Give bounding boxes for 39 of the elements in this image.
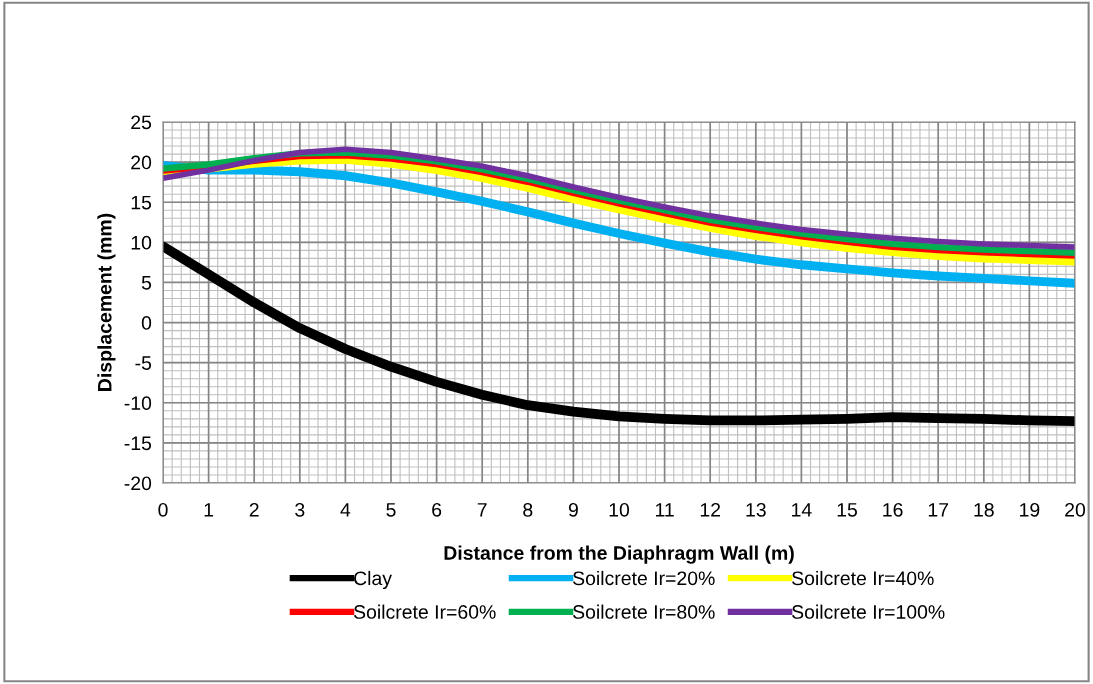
- x-tick-label: 6: [432, 502, 442, 517]
- x-tick-label: 18: [974, 502, 994, 517]
- x-tick-label: 0: [158, 502, 168, 517]
- x-tick-label: 1: [204, 503, 214, 517]
- x-tick-label: 4: [340, 503, 351, 517]
- legend-label: Soilcrete Ir=100%: [792, 604, 945, 619]
- legend-label: Soilcrete Ir=40%: [792, 570, 934, 586]
- y-tick-label: 0: [141, 316, 152, 330]
- x-tick-label: 9: [568, 502, 578, 517]
- x-tick-label: 14: [792, 503, 812, 517]
- x-tick-label: 17: [928, 503, 949, 517]
- legend-label: Soilcrete Ir=80%: [573, 604, 715, 619]
- x-tick-label: 12: [700, 502, 721, 517]
- x-tick-label: 3: [295, 502, 305, 517]
- x-tick-label: 7: [477, 503, 487, 517]
- y-tick-label: -10: [124, 396, 152, 411]
- x-tick-label: 2: [249, 502, 259, 517]
- x-tick-label: 10: [609, 502, 630, 517]
- y-tick-label: 15: [131, 195, 152, 210]
- y-tick-label: -20: [124, 476, 152, 491]
- x-tick-label: 8: [523, 502, 533, 517]
- y-tick-label: 10: [131, 235, 152, 250]
- y-axis-title: Displacement (mm): [97, 213, 116, 391]
- y-tick-label: -5: [135, 356, 152, 370]
- legend-label: Clay: [354, 570, 392, 590]
- x-tick-label: 16: [883, 502, 903, 517]
- y-tick-label: 20: [131, 155, 152, 170]
- y-tick-label: -15: [124, 436, 152, 451]
- x-axis-title: Distance from the Diaphragm Wall (m): [444, 545, 794, 564]
- y-tick-label: 5: [141, 276, 152, 290]
- x-tick-label: 19: [1020, 502, 1040, 517]
- y-tick-label: 25: [131, 115, 152, 130]
- x-tick-label: 5: [386, 503, 396, 517]
- x-tick-label: 15: [837, 503, 857, 517]
- x-tick-label: 11: [655, 503, 674, 517]
- x-tick-label: 20: [1065, 502, 1086, 517]
- x-tick-label: 13: [746, 502, 766, 517]
- legend-label: Soilcrete Ir=60%: [353, 604, 496, 619]
- legend-label: Soilcrete Ir=20%: [573, 570, 715, 586]
